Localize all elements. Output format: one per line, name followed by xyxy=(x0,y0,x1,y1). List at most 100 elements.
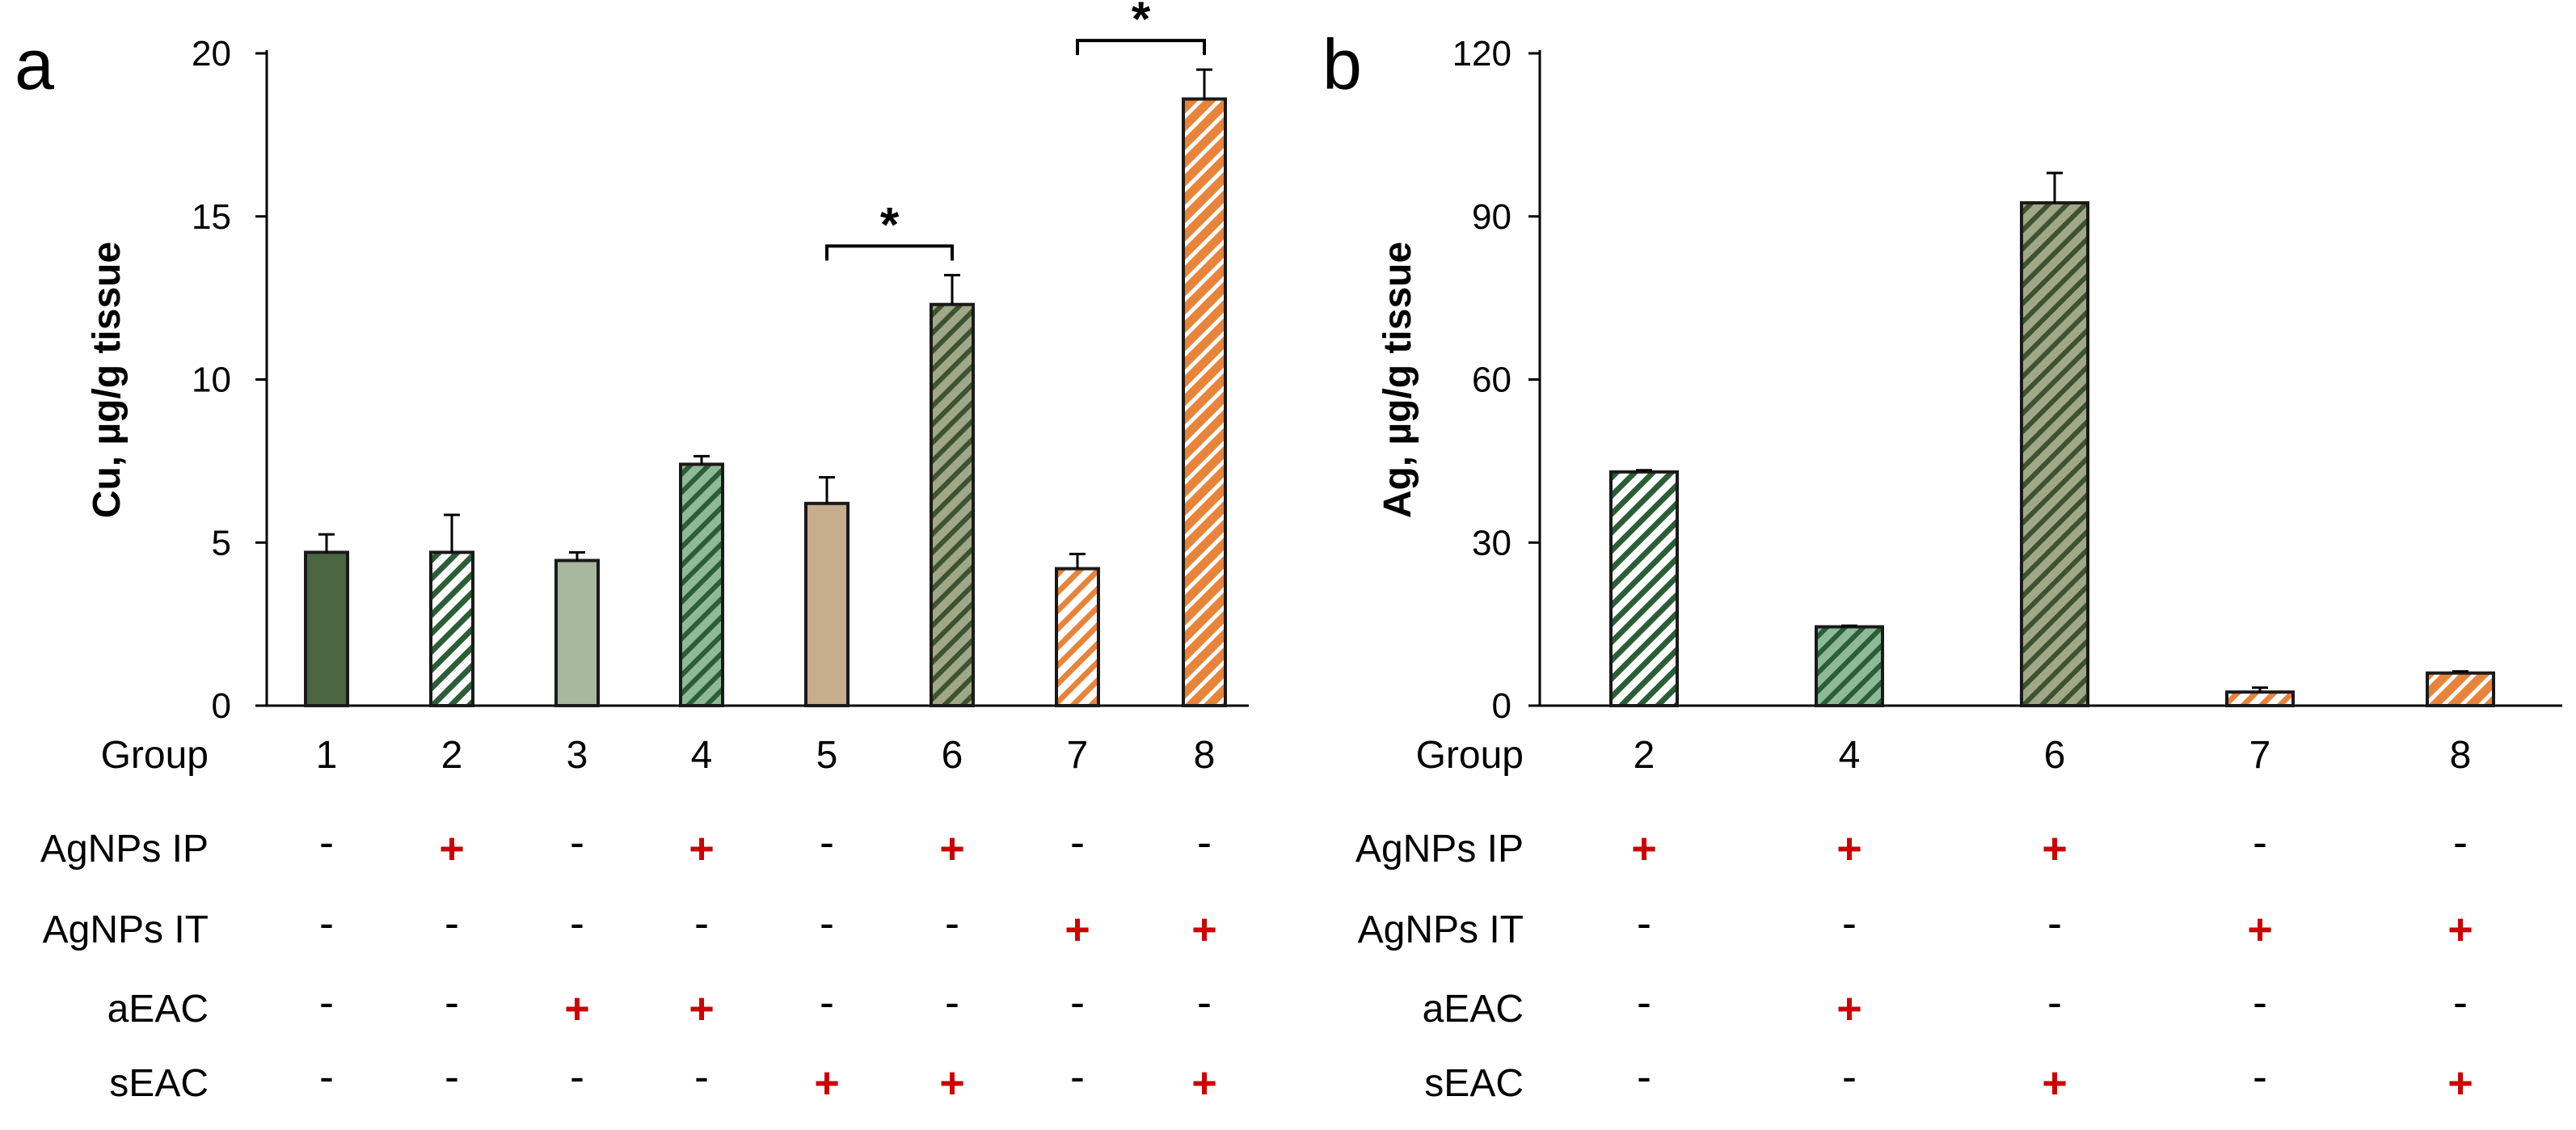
panel-a-bar-group-8 xyxy=(1182,97,1227,708)
panel-a-treatment-minus: - xyxy=(1197,818,1212,866)
panel-b-category-label: 8 xyxy=(2450,734,2472,777)
panel-b-treatment-minus: - xyxy=(2453,978,2468,1027)
panel-a-category-label: 3 xyxy=(567,734,588,777)
panel-a-treatment-plus: + xyxy=(939,1059,965,1107)
panel-a-bar-group-1 xyxy=(304,550,349,707)
panel-b-treatment-plus: + xyxy=(1631,824,1657,873)
panel-a-significance-bracket xyxy=(825,244,954,261)
panel-a-treatment-minus: - xyxy=(820,978,834,1027)
panel-b-y-tick-label: 90 xyxy=(1472,197,1511,237)
panel-a-treatment-plus: + xyxy=(1191,1059,1217,1107)
panel-a-category-label: 7 xyxy=(1067,734,1089,777)
panel-a-treatment-minus: - xyxy=(570,818,584,866)
panel-a-row-label: AgNPs IT xyxy=(43,909,209,951)
panel-b-row-label: AgNPs IP xyxy=(1355,828,1524,871)
panel-a-treatment-minus: - xyxy=(945,978,959,1027)
panel-b-bar-group-7 xyxy=(2225,690,2295,707)
panel-b-treatment-minus: - xyxy=(2253,1052,2267,1101)
panel-b: b 0 30 60 90 120 Ag, µg/g tissue Group 2 4 6 7 8 AgN… xyxy=(1322,24,2562,1107)
panel-a-treatment-plus: + xyxy=(439,824,465,873)
panel-a-bar-group-6 xyxy=(930,302,975,707)
panel-a-treatment-minus: - xyxy=(445,899,459,947)
panel-b-treatment-minus: - xyxy=(2047,978,2062,1027)
panel-a-treatment-minus: - xyxy=(820,818,834,866)
panel-a-row-label: AgNPs IP xyxy=(40,828,209,871)
panel-b-row-label: aEAC xyxy=(1423,988,1524,1031)
panel-a-bar-group-5 xyxy=(804,501,850,708)
panel-a-category-label: 6 xyxy=(942,734,963,777)
panel-a-bar-group-3 xyxy=(554,559,600,707)
panel-b-row-label: sEAC xyxy=(1424,1062,1524,1105)
panel-b-treatment-minus: - xyxy=(2253,818,2267,866)
panel-b-x-axis-label: Group xyxy=(1416,734,1524,777)
panel-b-treatment-minus: - xyxy=(1842,1052,1857,1101)
panel-a-treatment-minus: - xyxy=(820,899,834,947)
panel-a-row-label: aEAC xyxy=(108,988,209,1031)
panel-a-treatment-plus: + xyxy=(689,985,715,1033)
panel-a-treatment-minus: - xyxy=(570,1052,584,1101)
panel-b-y-tick-label: 60 xyxy=(1472,361,1511,400)
panel-a: a 0 5 10 15 20 Cu, µg/g tissue * * Group 1 2 3 4 5 6 7 8… xyxy=(15,0,1249,1107)
panel-a-y-tick-label: 0 xyxy=(212,686,231,726)
panel-b-treatment-minus: - xyxy=(2253,978,2267,1027)
panel-b-category-label: 6 xyxy=(2044,734,2066,777)
panel-a-y-tick-label: 10 xyxy=(192,361,231,400)
panel-a-category-label: 4 xyxy=(691,734,713,777)
panel-a-bar-group-7 xyxy=(1055,567,1100,708)
panel-b-treatment-plus: + xyxy=(1836,985,1862,1033)
panel-b-treatment-minus: - xyxy=(1637,899,1651,947)
panel-b-bar-group-4 xyxy=(1815,625,1884,707)
panel-a-letter: a xyxy=(15,24,54,104)
panel-b-y-tick-label: 0 xyxy=(1492,686,1511,726)
panel-a-treatment-minus: - xyxy=(1070,1052,1085,1101)
panel-b-bar-group-8 xyxy=(2426,671,2495,708)
panel-b-treatment-plus: + xyxy=(2042,824,2068,873)
panel-a-treatment-minus: - xyxy=(694,899,709,947)
panel-b-treatment-plus: + xyxy=(2447,905,2473,954)
panel-a-treatment-plus: + xyxy=(1191,905,1217,954)
panel-b-bar-group-6 xyxy=(2020,200,2089,707)
panel-a-treatment-minus: - xyxy=(945,899,959,947)
panel-a-bar-group-2 xyxy=(429,550,474,707)
panel-a-treatment-minus: - xyxy=(445,1052,459,1101)
panel-a-treatment-plus: + xyxy=(1065,905,1090,954)
panel-a-treatment-plus: + xyxy=(689,824,715,873)
panel-a-significance-bracket xyxy=(1076,39,1206,56)
panel-a-category-label: 2 xyxy=(441,734,463,777)
panel-b-treatment-plus: + xyxy=(2447,1059,2473,1107)
panel-b-treatment-minus: - xyxy=(2453,818,2468,866)
panel-a-treatment-minus: - xyxy=(570,899,584,947)
panel-a-y-axis-label: Cu, µg/g tissue xyxy=(86,242,129,518)
panel-b-y-tick-label: 30 xyxy=(1472,523,1511,563)
panel-a-bar-group-4 xyxy=(679,462,724,707)
panel-b-letter: b xyxy=(1322,24,1362,104)
panel-a-treatment-minus: - xyxy=(694,1052,709,1101)
panel-a-treatment-minus: - xyxy=(319,818,334,866)
panel-a-treatment-minus: - xyxy=(445,978,459,1027)
panel-b-category-label: 4 xyxy=(1839,734,1861,777)
panel-a-category-label: 8 xyxy=(1194,734,1216,777)
panel-b-treatment-plus: + xyxy=(1836,824,1862,873)
panel-b-treatment-plus: + xyxy=(2247,905,2273,954)
panel-a-treatment-minus: - xyxy=(319,978,334,1027)
panel-b-category-label: 2 xyxy=(1634,734,1655,777)
panel-a-x-axis-label: Group xyxy=(101,734,209,777)
panel-b-treatment-plus: + xyxy=(2042,1059,2068,1107)
panel-b-treatment-minus: - xyxy=(1637,1052,1651,1101)
panel-a-treatment-plus: + xyxy=(814,1059,840,1107)
panel-b-treatment-minus: - xyxy=(1637,978,1651,1027)
panel-a-treatment-plus: + xyxy=(939,824,965,873)
panel-a-treatment-minus: - xyxy=(1197,978,1212,1027)
panel-a-treatment-minus: - xyxy=(319,1052,334,1101)
panel-a-treatment-minus: - xyxy=(1070,978,1085,1027)
panel-a-significance-star: * xyxy=(880,197,900,251)
panel-b-bar-group-2 xyxy=(1609,470,1679,707)
panel-a-y-tick-label: 20 xyxy=(192,34,231,74)
panel-b-treatment-minus: - xyxy=(1842,899,1857,947)
panel-a-category-label: 5 xyxy=(816,734,838,777)
panel-b-y-tick-label: 120 xyxy=(1452,34,1511,74)
panel-b-treatment-minus: - xyxy=(2047,899,2062,947)
panel-a-treatment-plus: + xyxy=(564,985,590,1033)
panel-b-category-label: 7 xyxy=(2249,734,2271,777)
